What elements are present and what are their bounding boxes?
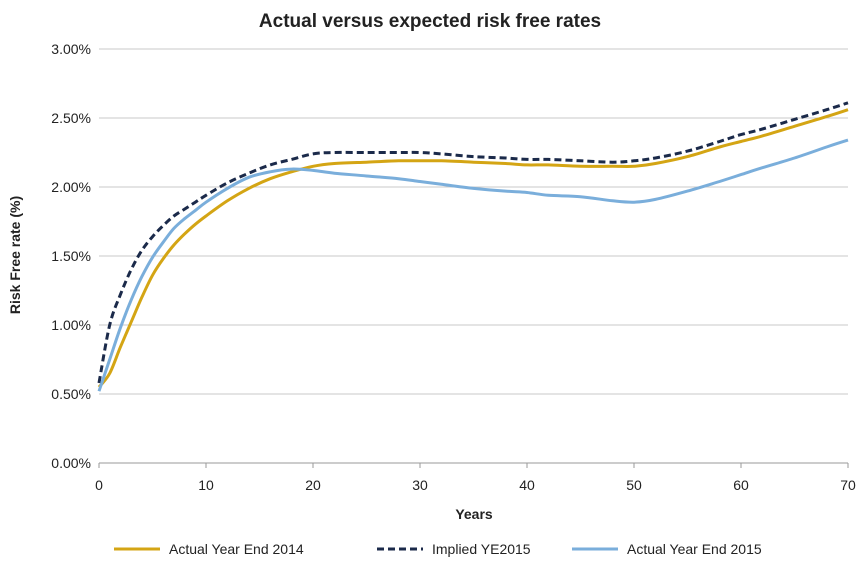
x-tick-label: 70 — [840, 477, 856, 493]
x-tick-label: 50 — [626, 477, 642, 493]
series-layer — [97, 101, 849, 392]
x-axis-label: Years — [455, 506, 493, 522]
series-line-actual-year-end-2014 — [97, 108, 849, 389]
x-tick-label: 30 — [412, 477, 428, 493]
x-tick-label: 0 — [95, 477, 103, 493]
series-line-actual-year-end-2015 — [97, 138, 849, 392]
y-tick-label: 1.00% — [51, 317, 91, 333]
grid — [99, 48, 848, 395]
y-axis-label: Risk Free rate (%) — [7, 196, 23, 314]
y-tick-label: 0.50% — [51, 386, 91, 402]
y-tick-label: 0.00% — [51, 455, 91, 471]
y-tick-label: 1.50% — [51, 248, 91, 264]
y-tick-label: 2.50% — [51, 110, 91, 126]
series-line-implied-ye2015 — [97, 101, 849, 384]
chart-title: Actual versus expected risk free rates — [259, 11, 601, 32]
x-tick-label: 60 — [733, 477, 749, 493]
legend-label: Actual Year End 2015 — [627, 541, 762, 557]
y-tick-label: 2.00% — [51, 179, 91, 195]
x-axis-ticks: 0 10 20 30 40 50 60 70 — [95, 463, 856, 493]
x-tick-label: 20 — [305, 477, 321, 493]
legend-label: Actual Year End 2014 — [169, 541, 304, 557]
legend: Actual Year End 2014 Implied YE2015 Actual… — [114, 541, 762, 557]
y-tick-label: 3.00% — [51, 41, 91, 57]
x-tick-label: 10 — [198, 477, 214, 493]
y-axis-ticks: 0.00% 0.50% 1.00% 1.50% 2.00% 2.50% 3.00% — [51, 41, 91, 471]
legend-label: Implied YE2015 — [432, 541, 531, 557]
x-tick-label: 40 — [519, 477, 535, 493]
